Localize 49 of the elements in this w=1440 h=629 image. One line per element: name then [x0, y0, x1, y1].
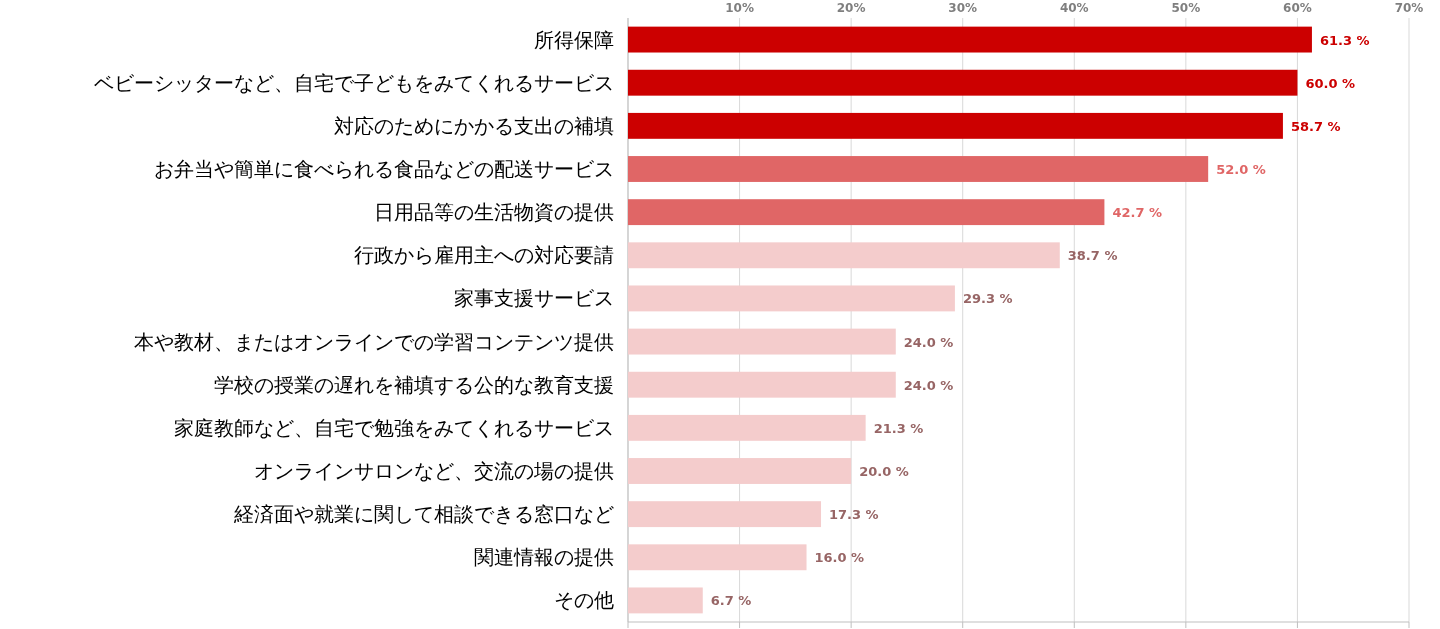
data-label: 20.0 %	[859, 464, 909, 479]
y-tick-label: 所得保障	[534, 27, 614, 52]
y-tick-label: 行政から雇用主への対応要請	[354, 243, 614, 268]
x-tick-label: 10%	[725, 1, 754, 15]
bar	[628, 587, 703, 614]
y-tick-label: お弁当や簡単に食べられる食品などの配送サービス	[154, 157, 614, 181]
data-label: 24.0 %	[903, 334, 954, 350]
y-tick-label: ベビーシッターなど、自宅で子どもをみてくれるサービス	[94, 70, 614, 95]
data-label: 61.3 %	[1319, 32, 1370, 48]
y-tick-label: 家事支援サービス	[454, 286, 614, 311]
y-tick-label: 家庭教師など、自宅で勉強をみてくれるサービス	[174, 415, 614, 440]
data-label: 52.0 %	[1216, 162, 1266, 177]
data-label: 29.3 %	[962, 291, 1013, 307]
data-label: 58.7 %	[1290, 118, 1341, 134]
y-tick-label: 学校の授業の遅れを補填する公的な教育支援	[214, 372, 614, 397]
data-label: 60.0 %	[1305, 75, 1356, 91]
bar	[628, 242, 1060, 269]
x-tick-label: 30%	[948, 1, 978, 15]
y-tick-label: 日用品等の生活物資の提供	[374, 200, 614, 225]
bar	[628, 458, 852, 484]
bar	[628, 69, 1298, 96]
bar	[628, 544, 807, 571]
bar	[628, 199, 1105, 226]
x-tick-label: 20%	[836, 1, 866, 15]
data-label: 16.0 %	[814, 550, 865, 566]
data-label: 21.3 %	[873, 420, 924, 436]
bar	[628, 414, 866, 441]
data-label: 38.7 %	[1067, 248, 1118, 264]
data-label: 24.0 %	[903, 377, 954, 393]
x-tick-label: 70%	[1394, 1, 1424, 15]
bar	[628, 285, 955, 312]
x-tick-label: 50%	[1171, 1, 1201, 15]
bar	[628, 112, 1283, 139]
data-label: 17.3 %	[829, 507, 879, 523]
y-tick-label: 経済面や就業に関して相談できる窓口など	[233, 502, 614, 527]
y-tick-label: その他	[554, 588, 614, 613]
y-tick-label: オンラインサロンなど、交流の場の提供	[254, 459, 614, 483]
bar	[628, 328, 896, 355]
data-label: 42.7 %	[1112, 205, 1163, 221]
bar	[628, 371, 896, 398]
bar	[628, 501, 822, 528]
x-tick-label: 60%	[1283, 1, 1312, 15]
data-label: 6.7 %	[710, 593, 752, 609]
bar	[628, 26, 1312, 53]
x-tick-label: 40%	[1059, 1, 1089, 15]
y-tick-label: 本や教材、またはオンラインでの学習コンテンツ提供	[134, 329, 614, 354]
y-tick-label: 関連情報の提供	[474, 545, 614, 570]
bar	[628, 156, 1209, 182]
y-tick-label: 対応のためにかかる支出の補填	[334, 113, 614, 138]
